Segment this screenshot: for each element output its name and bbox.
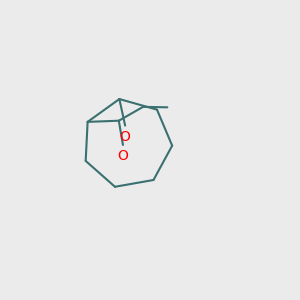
Text: O: O	[118, 149, 128, 163]
Text: O: O	[120, 130, 130, 144]
